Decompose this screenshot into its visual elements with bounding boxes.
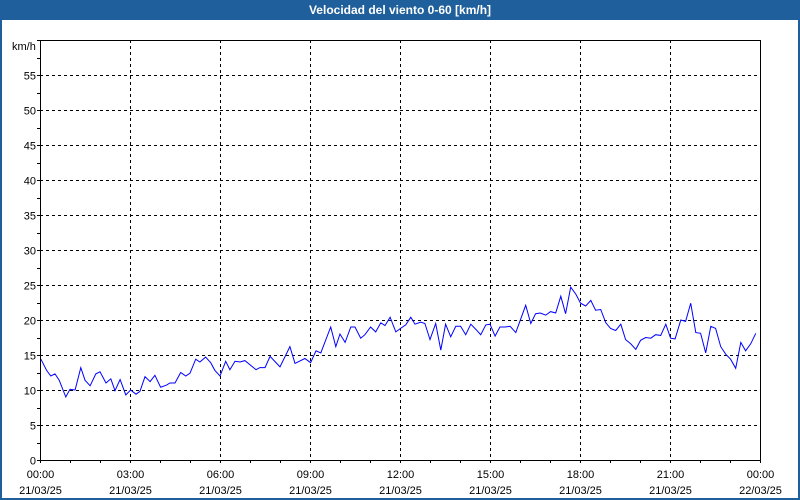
x-tick-time: 12:00 — [387, 469, 415, 481]
x-tick-date: 21/03/25 — [469, 485, 512, 497]
x-tick-date: 21/03/25 — [19, 485, 62, 497]
x-tick-labels: 00:00 21/03/25 03:00 21/03/25 06:00 21/03/25 0… — [19, 469, 782, 497]
y-tick-label: 25 — [24, 281, 36, 293]
x-tick-time: 00:00 — [747, 469, 775, 481]
x-tick-time: 15:00 — [477, 469, 505, 481]
wind-speed-line — [40, 285, 757, 399]
x-tick-time: 00:00 — [27, 469, 55, 481]
x-tick-date: 21/03/25 — [559, 485, 602, 497]
x-tick-time: 03:00 — [117, 469, 145, 481]
x-tick-date: 21/03/25 — [649, 485, 692, 497]
y-tick-label: 50 — [24, 106, 36, 118]
x-tick-date: 21/03/25 — [379, 485, 422, 497]
y-tick-label: 35 — [24, 211, 36, 223]
x-tick-time: 21:00 — [657, 469, 685, 481]
y-axis-label: km/h — [12, 41, 36, 53]
x-tick-date: 22/03/25 — [739, 485, 782, 497]
y-tick-label: 45 — [24, 141, 36, 153]
y-tick-label: 5 — [30, 421, 36, 433]
x-tick-date: 21/03/25 — [289, 485, 332, 497]
plot-frame — [40, 40, 761, 461]
chart-title: Velocidad del viento 0-60 [km/h] — [0, 0, 800, 20]
y-tick-label: 40 — [24, 176, 36, 188]
y-tick-label: 20 — [24, 316, 36, 328]
grid — [40, 40, 760, 460]
y-tick-label: 15 — [24, 351, 36, 363]
y-tick-label: 30 — [24, 246, 36, 258]
y-tick-labels: 0 5 10 15 20 25 30 35 40 45 50 55 — [24, 71, 36, 468]
x-tick-date: 21/03/25 — [199, 485, 242, 497]
x-tick-time: 06:00 — [207, 469, 235, 481]
x-tick-date: 21/03/25 — [109, 485, 152, 497]
y-tick-label: 0 — [30, 456, 36, 468]
axis-ticks — [37, 40, 761, 463]
x-tick-time: 09:00 — [297, 469, 325, 481]
y-tick-label: 10 — [24, 386, 36, 398]
y-tick-label: 55 — [24, 71, 36, 83]
x-tick-time: 18:00 — [567, 469, 595, 481]
